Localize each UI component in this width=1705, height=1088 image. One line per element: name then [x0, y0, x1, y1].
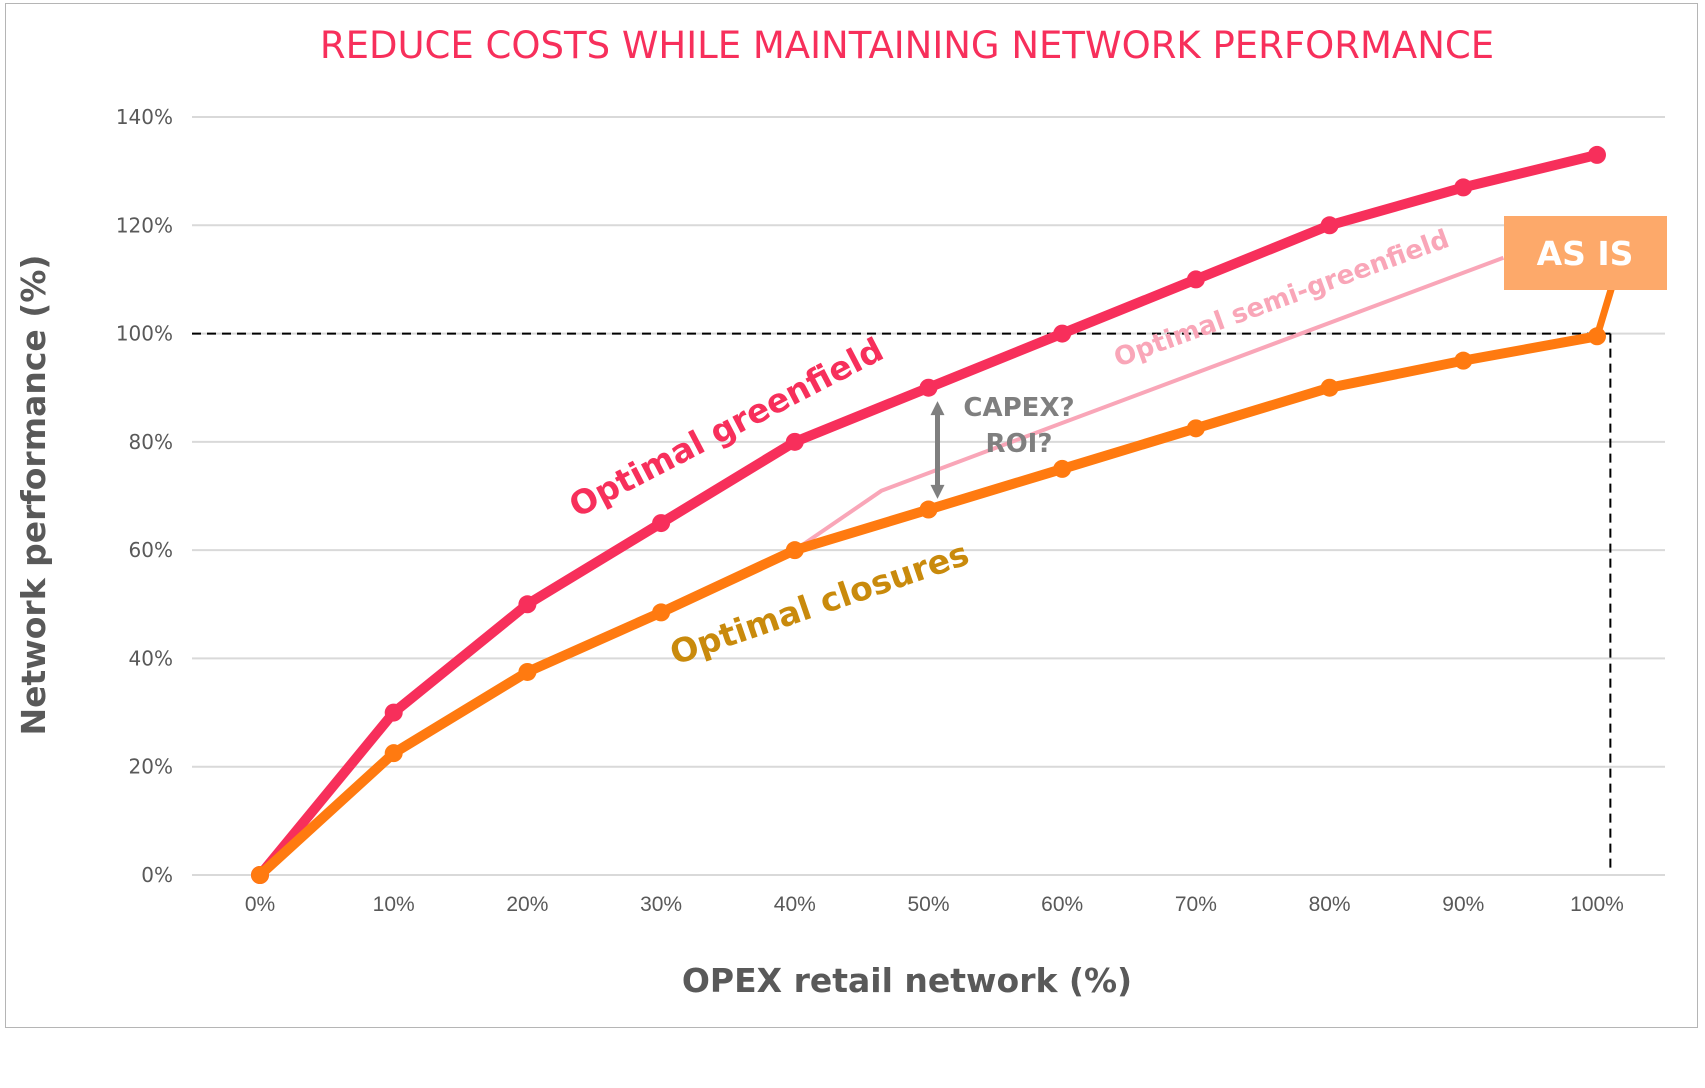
y-tick-label: 20%: [129, 755, 173, 779]
data-point-optimal-greenfield: [1454, 178, 1473, 197]
x-tick-label: 0%: [245, 893, 275, 916]
data-point-optimal-greenfield: [518, 595, 537, 614]
data-point-optimal-closures: [1186, 419, 1205, 438]
y-tick-label: 100%: [116, 322, 173, 346]
chart-frame: [5, 3, 1698, 1028]
capex-annotation: CAPEX?: [963, 393, 1074, 423]
series-label-optimal-closures: Optimal closures: [665, 534, 974, 673]
data-point-optimal-greenfield: [384, 703, 403, 722]
as-is-box: [1504, 216, 1667, 290]
reference-lines: [192, 332, 1612, 870]
series-layer: [251, 145, 1617, 884]
as-is-connector: [1593, 279, 1617, 340]
data-point-optimal-closures: [1320, 378, 1339, 397]
x-axis-ticks: 0% 10% 20% 30% 40% 50% 60% 70% 80% 90% 100%: [245, 893, 1624, 916]
data-point-optimal-greenfield: [1053, 324, 1072, 343]
data-point-optimal-greenfield: [919, 378, 938, 397]
y-tick-label: 60%: [129, 538, 173, 562]
data-point-optimal-closures: [251, 866, 269, 884]
data-point-optimal-closures: [1053, 459, 1072, 478]
x-tick-label: 10%: [373, 893, 415, 916]
x-tick-label: 40%: [774, 893, 816, 916]
data-point-optimal-closures: [919, 500, 938, 519]
x-tick-label: 20%: [506, 893, 548, 916]
data-point-optimal-closures: [1454, 351, 1473, 370]
x-tick-label: 100%: [1570, 893, 1624, 916]
x-tick-label: 80%: [1309, 893, 1351, 916]
data-point-optimal-closures: [785, 541, 804, 560]
gridlines: [192, 116, 1665, 876]
x-tick-label: 70%: [1175, 893, 1217, 916]
data-point-optimal-closures: [384, 744, 403, 763]
x-tick-label: 50%: [907, 893, 949, 916]
data-point-optimal-greenfield: [785, 432, 804, 451]
arrow-up-icon: [930, 401, 945, 416]
x-tick-label: 60%: [1041, 893, 1083, 916]
data-point-optimal-closures: [652, 603, 671, 622]
chart-title: REDUCE COSTS WHILE MAINTAINING NETWORK P…: [320, 24, 1494, 67]
x-tick-label: 90%: [1442, 893, 1484, 916]
x-axis-label: OPEX retail network (%): [682, 961, 1132, 1000]
as-is-label: AS IS: [1537, 234, 1634, 273]
data-point-optimal-closures: [518, 662, 537, 681]
y-tick-label: 140%: [116, 105, 173, 129]
y-tick-label: 80%: [129, 430, 173, 454]
y-axis-ticks: 0% 20% 40% 60% 80% 100% 120% 140%: [116, 105, 173, 887]
series-line-optimal-closures: [255, 331, 1602, 880]
series-line-optimal-semi-greenfield: [793, 255, 1505, 552]
data-point-optimal-greenfield: [1320, 216, 1339, 235]
data-point-optimal-greenfield: [1588, 145, 1606, 164]
y-tick-label: 0%: [141, 863, 173, 887]
y-axis-label: Network performance (%): [14, 254, 53, 735]
arrow-down-icon: [930, 484, 945, 499]
data-point-optimal-closures: [1588, 327, 1606, 346]
data-point-optimal-greenfield: [1186, 270, 1205, 289]
y-tick-label: 40%: [129, 646, 173, 670]
data-point-optimal-greenfield: [652, 514, 671, 533]
roi-annotation: ROI?: [986, 429, 1053, 459]
x-tick-label: 30%: [640, 893, 682, 916]
y-tick-label: 120%: [116, 213, 173, 237]
